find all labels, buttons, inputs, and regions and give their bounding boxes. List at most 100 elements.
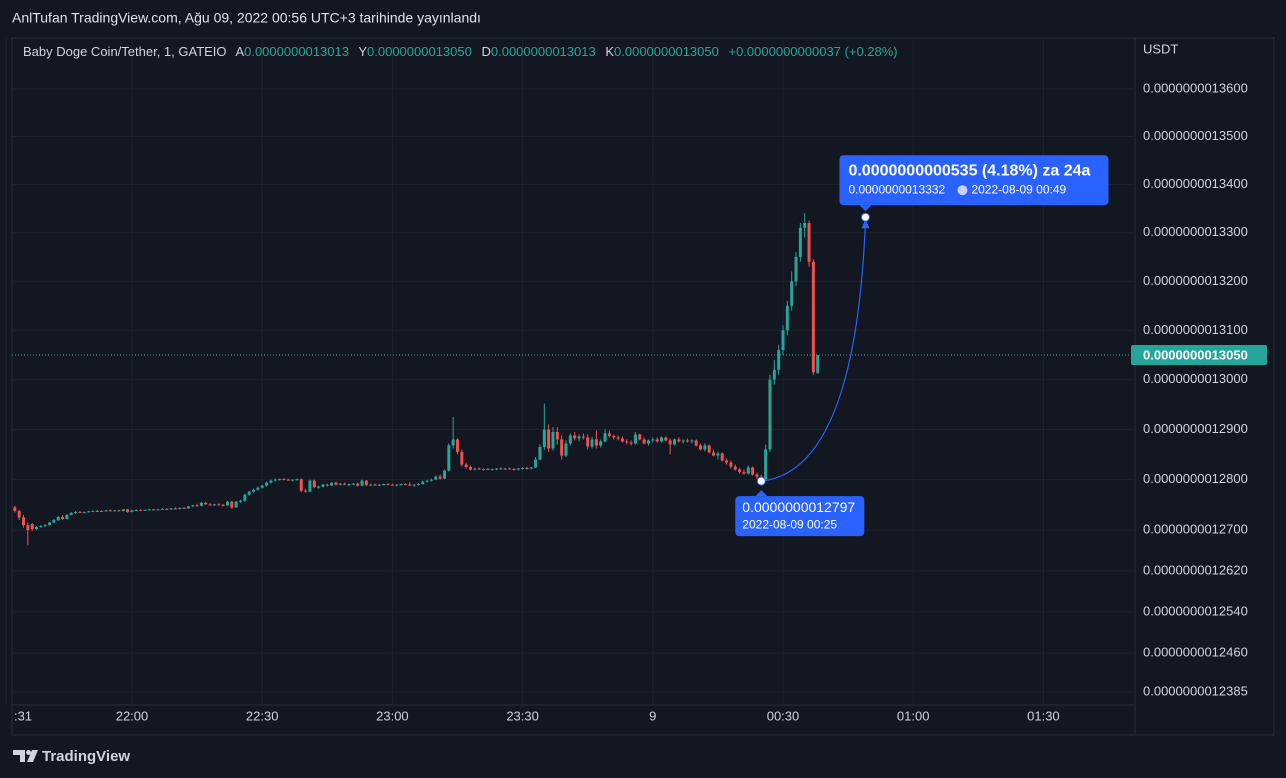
candle-body [512, 469, 516, 471]
candle-body [529, 467, 533, 469]
candle-body [87, 511, 91, 513]
candle-body [364, 480, 368, 486]
candle-body [312, 480, 316, 488]
ohlc-value: 0.0000000013050 [367, 44, 472, 59]
candle-body [729, 462, 733, 467]
candle-body [751, 467, 755, 475]
candle-body [508, 468, 512, 470]
candle-body [199, 502, 203, 506]
clock-icon [957, 185, 968, 196]
candle-body [733, 466, 737, 470]
candle-body [703, 445, 707, 450]
candle-body [56, 516, 60, 521]
candle-body [104, 510, 108, 512]
candle-body [139, 509, 143, 511]
candle-body [785, 305, 789, 331]
candle-body [807, 223, 811, 262]
grid [5, 38, 1135, 705]
candle-body [334, 482, 338, 485]
candle-body [573, 435, 577, 439]
candle-body [768, 379, 772, 450]
candle-body [816, 354, 820, 374]
candle-body [738, 469, 742, 473]
candle-body [620, 438, 624, 442]
change: +0.0000000000037 (+0.28%) [728, 44, 897, 59]
end-box-pointer [859, 205, 872, 212]
projection-curve [761, 221, 867, 482]
candle-body [295, 479, 299, 481]
y-tick-label: 0.0000000013000 [1143, 371, 1248, 386]
candle-body [252, 489, 256, 492]
candle-body [403, 484, 407, 486]
candle-body [35, 527, 39, 530]
candle-body [65, 514, 69, 519]
candle-body [343, 483, 347, 485]
candle-body [43, 525, 47, 527]
candle-body [412, 484, 416, 486]
candle-body [686, 440, 690, 442]
candle-body [291, 479, 295, 481]
y-tick-label: 0.0000000013400 [1143, 176, 1248, 191]
candle-body [399, 484, 403, 486]
y-tick-label: 0.0000000012460 [1143, 645, 1248, 660]
candle-body [777, 350, 781, 370]
candle-body [577, 436, 581, 439]
candle-body [278, 479, 282, 481]
candle-body [152, 509, 156, 511]
candle-body [360, 480, 364, 486]
candle-body [638, 434, 642, 440]
y-tick-label: 0.0000000013500 [1143, 128, 1248, 143]
plot [12, 213, 1135, 546]
y-tick-label: 0.0000000013100 [1143, 322, 1248, 337]
candle-body [664, 437, 668, 441]
ohlc-key: D [481, 44, 490, 59]
candle-body [651, 439, 655, 441]
candle-body [113, 510, 117, 512]
candle-body [165, 508, 169, 510]
candle-body [629, 442, 633, 444]
candle-body [668, 440, 672, 445]
candle-body [126, 509, 130, 512]
candle-body [74, 511, 78, 513]
candle-body [560, 439, 564, 456]
candle-body [673, 439, 676, 445]
candle-body [373, 484, 377, 486]
candle-body [351, 483, 355, 485]
candle-body [707, 445, 711, 453]
candle-body [330, 482, 334, 486]
candle-body [61, 516, 65, 519]
candle-body [755, 474, 759, 477]
candle-body [642, 439, 646, 444]
candle-body [347, 484, 351, 486]
candle-body [625, 441, 629, 443]
candle-body [217, 504, 221, 506]
start-box-pointer [755, 490, 768, 497]
candle-body [117, 510, 121, 512]
candle-body [677, 439, 681, 442]
logo-part [27, 750, 38, 762]
candle-body [239, 500, 242, 502]
candle-body [477, 468, 481, 470]
candle-body [503, 468, 507, 470]
candle-body [13, 507, 17, 511]
x-tick-label: 23:00 [376, 708, 409, 723]
y-tick-label: 0.0000000013300 [1143, 224, 1248, 239]
candle-body [260, 485, 264, 488]
arrow-head [861, 219, 870, 229]
candle-body [386, 484, 390, 486]
candle-body [486, 469, 490, 471]
y-tick-label: 0.0000000012620 [1143, 562, 1248, 577]
candle-body [317, 486, 321, 488]
candle-body [451, 439, 455, 446]
y-tick-label: 0.0000000012700 [1143, 522, 1248, 537]
candle-body [408, 484, 412, 486]
candle-body [742, 472, 746, 474]
ohlc-key: K [605, 44, 614, 59]
candle-body [581, 436, 585, 438]
candle-body [178, 507, 182, 509]
candle-body [416, 484, 420, 486]
y-tick-label: 0.0000000013600 [1143, 80, 1248, 95]
candle-body [690, 440, 694, 442]
